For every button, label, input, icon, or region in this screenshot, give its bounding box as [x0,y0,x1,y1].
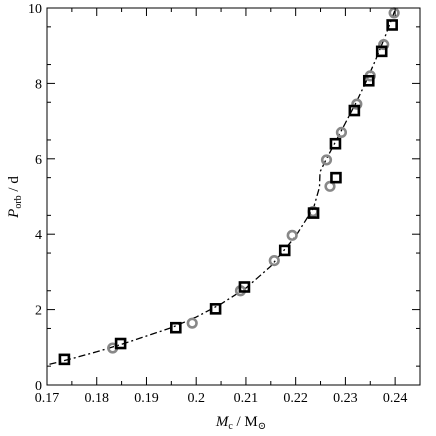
x-tick-label: 0.22 [283,391,308,406]
square-data-point [238,281,251,293]
square-data-point [209,303,222,315]
square-data-point [58,353,71,366]
x-axis-title-rest: / M [233,414,258,430]
square-data-point [386,19,398,31]
circle-data-point [268,254,280,267]
square-data-point [362,74,375,87]
x-tick-label: 0.23 [333,391,358,406]
square-data-point [330,171,342,184]
square-data-point [278,244,291,257]
square-data-point [348,104,361,117]
y-axis-title-main: P [6,209,22,219]
plot-frame [46,7,421,386]
square-data-point [114,337,127,350]
circle-data-point [324,180,336,192]
x-tick-label: 0.18 [84,391,109,406]
x-axis-title-sub: c [228,421,233,432]
fit-curve-line [49,9,396,365]
y-tick-label: 0 [35,379,42,394]
circle-data-point [335,126,348,139]
y-tick-label: 4 [35,228,42,243]
axes: 0.17 0.18 0.19 0.2 0.21 0.22 0.23 0.24 0 2 4 6 8 10 [28,2,421,406]
y-axis-title-sub: orb [13,195,24,208]
x-tick-label: 0.19 [134,391,159,406]
square-data-point [375,45,388,58]
x-tick-label: 0.24 [383,391,408,406]
y-axis-title-rest: / d [6,176,22,196]
circle-data-point [320,154,333,166]
plot-area [49,7,400,366]
square-data-point [170,321,182,334]
y-tick-label: 6 [35,153,42,168]
x-axis-title: Mc / M⊙ [215,414,266,432]
circle-data-point [351,98,363,110]
y-tick-label: 8 [35,77,42,92]
x-tick-label: 0.17 [35,391,60,406]
circle-data-point [286,229,298,241]
circle-data-point [388,7,400,19]
x-axis-title-main: M [215,414,230,430]
x-tick-label: 0.21 [234,391,259,406]
y-tick-label: 10 [28,2,42,17]
circle-data-point [186,317,198,329]
square-data-point [329,137,342,150]
x-tick-label: 0.2 [187,391,205,406]
square-data-point [307,207,320,219]
circle-data-point [378,38,390,51]
y-tick-label: 2 [35,304,42,319]
x-axis-title-symbol: ⊙ [258,421,266,432]
y-axis-title: Porb / d [6,176,24,219]
